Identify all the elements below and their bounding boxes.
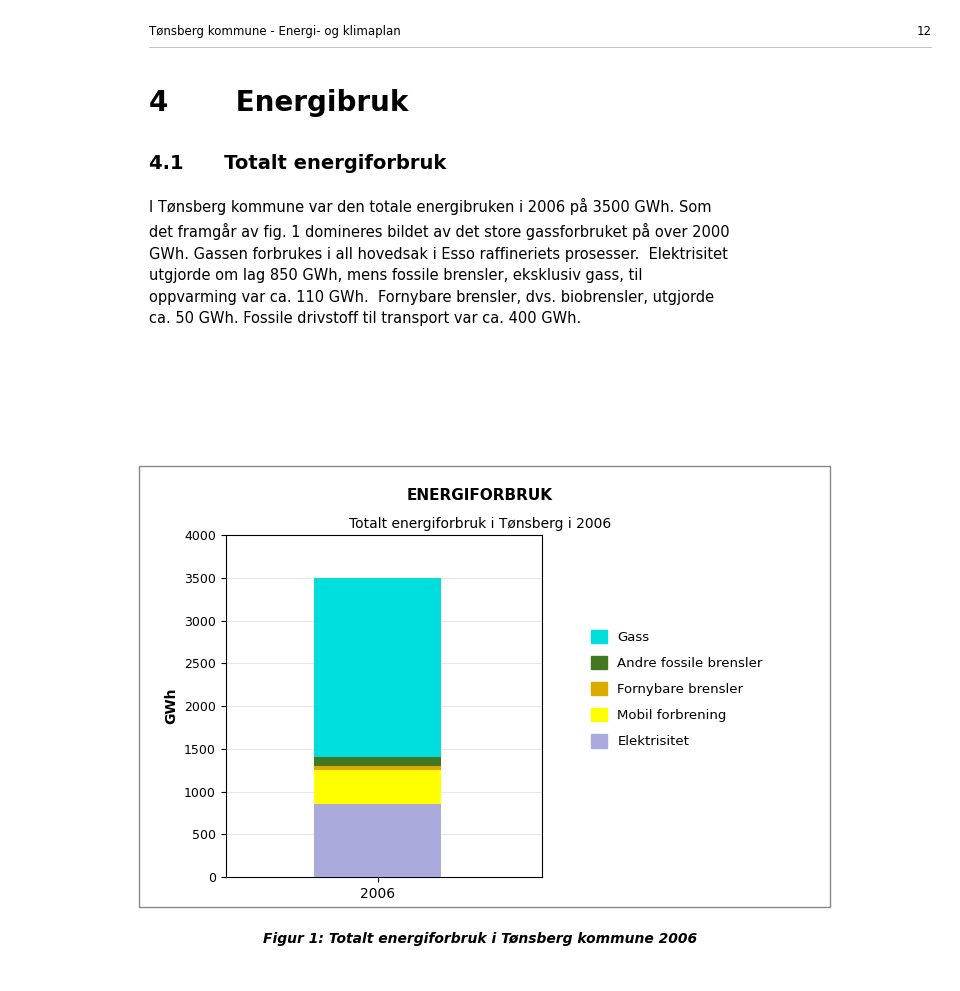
Text: ENERGIFORBRUK: ENERGIFORBRUK (407, 488, 553, 502)
Bar (314, 805, 441, 877)
Bar (314, 578, 441, 756)
Bar (314, 770, 441, 805)
Legend: Gass, Andre fossile brensler, Fornybare brensler, Mobil forbrening, Elektrisitet: Gass, Andre fossile brensler, Fornybare … (587, 625, 767, 752)
Text: Figur 1: Totalt energiforbruk i Tønsberg kommune 2006: Figur 1: Totalt energiforbruk i Tønsberg… (263, 932, 697, 945)
Text: 4       Energibruk: 4 Energibruk (149, 89, 408, 117)
Text: 12: 12 (916, 25, 931, 38)
Y-axis label: GWh: GWh (164, 688, 179, 724)
Bar (314, 766, 441, 770)
Bar (314, 756, 441, 766)
Text: I Tønsberg kommune var den totale energibruken i 2006 på 3500 GWh. Som
det framg: I Tønsberg kommune var den totale energi… (149, 198, 730, 326)
Text: Tønsberg kommune - Energi- og klimaplan: Tønsberg kommune - Energi- og klimaplan (149, 25, 400, 38)
Text: Totalt energiforbruk i Tønsberg i 2006: Totalt energiforbruk i Tønsberg i 2006 (348, 517, 612, 531)
Text: 4.1      Totalt energiforbruk: 4.1 Totalt energiforbruk (149, 154, 446, 172)
